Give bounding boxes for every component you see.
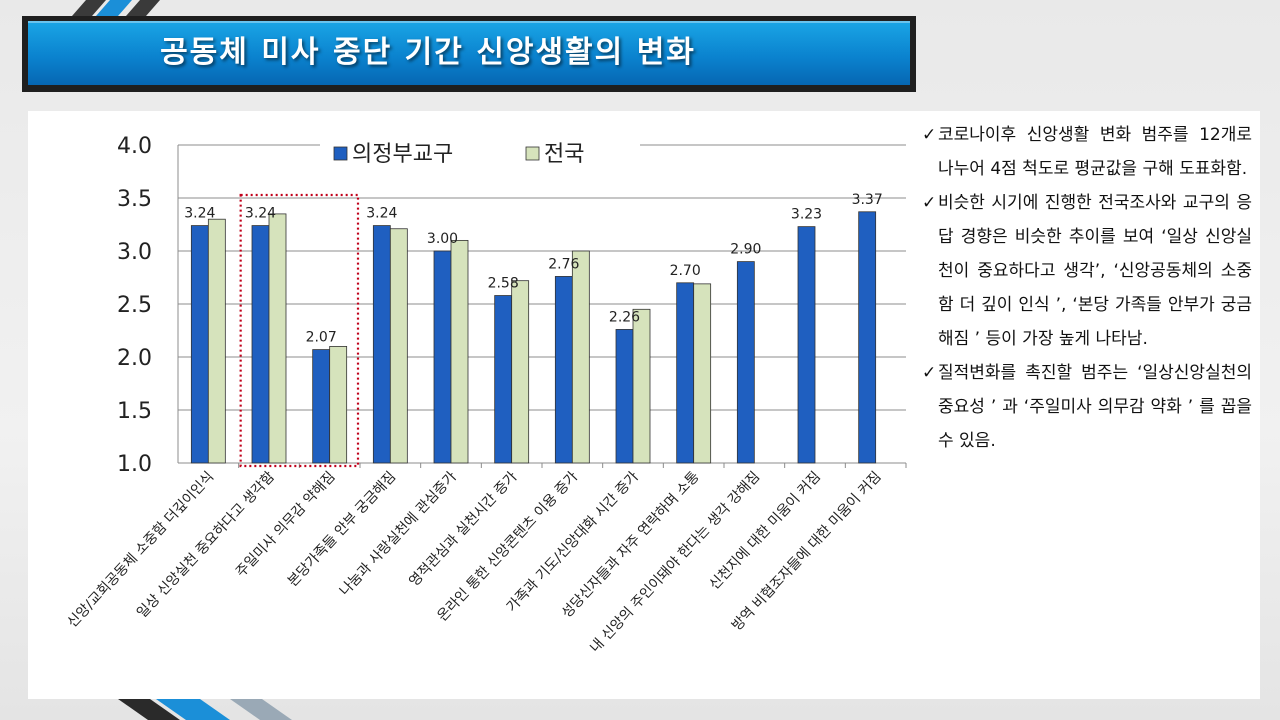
y-tick-label: 2.5: [117, 293, 152, 318]
bar: [571, 250, 590, 464]
notes-list: ✓ 코로나이후 신앙생활 변화 범주를 12개로 나누어 4점 척도로 평균값을…: [922, 118, 1252, 458]
bar: [676, 282, 695, 464]
x-tick-label: 영적관심과 실천시간 증가: [406, 469, 520, 590]
legend-label: 의정부교구: [352, 142, 453, 167]
x-tick-label: 신천지에 대한 미움이 커짐: [706, 469, 823, 593]
bar: [858, 211, 877, 464]
note-text: 비슷한 시기에 진행한 전국조사와 교구의 응답 경향은 비슷한 추이를 보여 …: [938, 193, 1252, 349]
bar: [736, 261, 755, 464]
data-label: 3.24: [366, 206, 397, 222]
data-label: 2.26: [609, 309, 640, 325]
y-tick-label: 2.0: [117, 346, 152, 371]
note-item: ✓ 질적변화를 촉진할 범주는 ‘일상신앙실천의 중요성 ’ 과 ‘주일미사 의…: [922, 356, 1252, 458]
legend-swatch: [525, 146, 540, 161]
y-tick-label: 3.5: [117, 187, 152, 212]
bar: [797, 226, 816, 464]
check-icon: ✓: [922, 193, 937, 213]
x-tick-label: 주일미사 의무감 약해짐: [233, 469, 339, 581]
y-tick-label: 1.0: [117, 452, 152, 477]
bar: [190, 225, 209, 464]
bar: [494, 295, 513, 464]
legend-swatch: [333, 146, 348, 161]
bar: [329, 345, 348, 464]
bar: [389, 228, 408, 464]
chart-panel: 1.0 1.5 2.0 2.5 3.0 3.5 4.0 3.24 신앙/교회공동체 소중함 더깊…: [28, 111, 1260, 699]
bar: [632, 308, 651, 464]
title-bar: 공동체 미사 중단 기간 신앙생활의 변화: [28, 21, 910, 85]
y-tick-label: 4.0: [117, 134, 152, 159]
x-tick-label: 나눔과 사랑실천에 관심증가: [337, 469, 460, 600]
bar: [450, 239, 469, 464]
bar: [251, 225, 270, 464]
data-label: 3.24: [245, 206, 276, 222]
bar: [372, 225, 391, 464]
highlight-box: [239, 193, 360, 468]
bar: [268, 213, 287, 464]
bar: [615, 329, 634, 464]
data-label: 2.58: [488, 276, 519, 292]
legend-background: [320, 137, 640, 159]
check-icon: ✓: [922, 125, 937, 145]
legend-label: 전국: [544, 142, 584, 167]
bar: [433, 250, 452, 464]
check-icon: ✓: [922, 363, 937, 383]
note-text: 코로나이후 신앙생활 변화 범주를 12개로 나누어 4점 척도로 평균값을 구…: [938, 125, 1252, 179]
y-tick-label: 1.5: [117, 399, 152, 424]
data-label: 3.23: [791, 207, 822, 223]
slide-title: 공동체 미사 중단 기간 신앙생활의 변화: [160, 35, 696, 70]
bar: [207, 218, 226, 464]
note-item: ✓ 비슷한 시기에 진행한 전국조사와 교구의 응답 경향은 비슷한 추이를 보…: [922, 186, 1252, 356]
bar: [554, 276, 573, 464]
data-label: 2.07: [306, 330, 337, 346]
bar: [511, 280, 530, 464]
data-label: 3.00: [427, 231, 458, 247]
data-label: 3.37: [852, 192, 883, 208]
data-label: 2.76: [548, 256, 579, 272]
bar: [312, 349, 331, 464]
bar: [693, 283, 712, 464]
data-label: 2.90: [730, 242, 761, 258]
note-text: 질적변화를 촉진할 범주는 ‘일상신앙실천의 중요성 ’ 과 ‘주일미사 의무감…: [938, 363, 1252, 451]
note-item: ✓ 코로나이후 신앙생활 변화 범주를 12개로 나누어 4점 척도로 평균값을…: [922, 118, 1252, 186]
y-tick-label: 3.0: [117, 240, 152, 265]
x-tick-label: 본당가족들 안부 궁금해짐: [285, 469, 399, 590]
data-label: 3.24: [184, 206, 215, 222]
data-label: 2.70: [670, 263, 701, 279]
